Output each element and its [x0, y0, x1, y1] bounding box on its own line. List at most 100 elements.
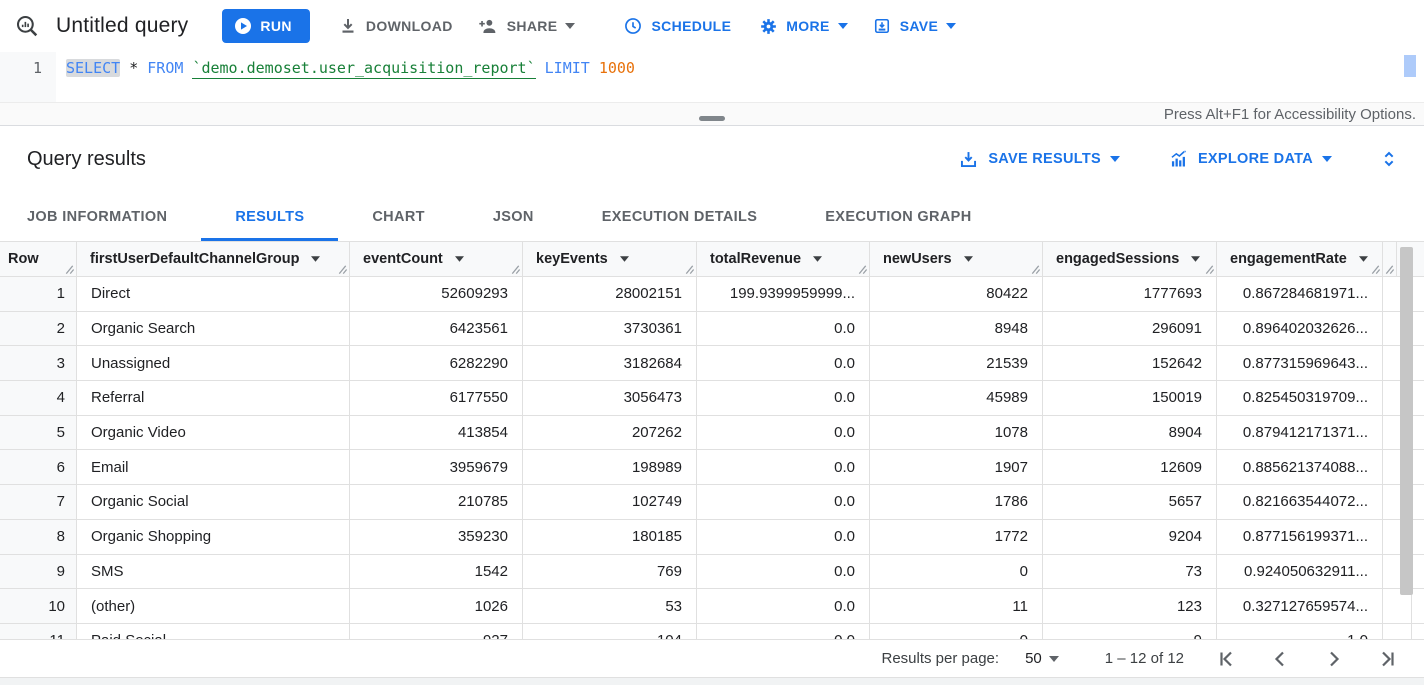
- panel-resize-handle[interactable]: [699, 116, 725, 121]
- sql-token: [536, 59, 545, 77]
- column-resize-grip[interactable]: [337, 264, 348, 275]
- column-resize-grip[interactable]: [1204, 264, 1215, 275]
- tab-job-information[interactable]: JOB INFORMATION: [27, 208, 168, 225]
- pagination-bar: Results per page: 50 1 – 12 of 12: [0, 639, 1424, 677]
- column-header-totalRevenue[interactable]: totalRevenue: [697, 242, 870, 276]
- column-header-keyEvents[interactable]: keyEvents: [523, 242, 697, 276]
- table-cell: 21539: [870, 346, 1043, 381]
- column-resize-grip[interactable]: [1370, 264, 1381, 275]
- save-button[interactable]: SAVE: [872, 16, 957, 36]
- query-toolbar: Untitled query RUN DOWNLOAD SHARE: [0, 0, 1424, 52]
- table-cell: Email: [77, 450, 350, 485]
- column-header-firstUserDefaultChannelGroup[interactable]: firstUserDefaultChannelGroup: [77, 242, 350, 276]
- column-resize-grip[interactable]: [64, 264, 75, 275]
- sql-editor[interactable]: 1 SELECT * FROM `demo.demoset.user_acqui…: [0, 52, 1424, 102]
- tab-execution-details[interactable]: EXECUTION DETAILS: [601, 208, 758, 225]
- column-header-Row[interactable]: Row: [0, 242, 77, 276]
- column-header-engagementRate[interactable]: engagementRate: [1217, 242, 1383, 276]
- table-cell: 8904: [1043, 415, 1217, 450]
- table-cell: 769: [523, 554, 697, 589]
- expand-panel-button[interactable]: [1378, 148, 1400, 170]
- column-menu-caret[interactable]: [311, 256, 321, 262]
- line-number-gutter: 1: [0, 52, 56, 102]
- sql-token: 1000: [598, 59, 635, 77]
- table-cell: 0.885621374088...: [1217, 450, 1383, 485]
- clock-icon: [625, 18, 642, 34]
- tab-chart[interactable]: CHART: [372, 208, 425, 225]
- table-cell: 0.0: [697, 554, 870, 589]
- page-size-dropdown[interactable]: 50: [1025, 650, 1059, 667]
- table-body: 1 Direct 52609293 28002151 199.9399959999...…: [0, 277, 1424, 639]
- query-title: Untitled query: [56, 14, 189, 37]
- table-row: 1 Direct 52609293 28002151 199.9399959999...…: [0, 277, 1424, 312]
- column-menu-caret[interactable]: [1191, 256, 1201, 262]
- editor-scrollbar-thumb[interactable]: [1404, 55, 1416, 77]
- last-page-icon: [1382, 651, 1394, 666]
- table-cell: 0.0: [697, 485, 870, 519]
- table-row: 7 Organic Social 210785 102749 0.0 1786 5657 0.…: [0, 485, 1424, 520]
- column-resize-grip[interactable]: [1384, 264, 1395, 275]
- column-header-newUsers[interactable]: newUsers: [870, 242, 1043, 276]
- sql-token: [120, 59, 129, 77]
- table-cell: 45989: [870, 381, 1043, 415]
- column-menu-caret[interactable]: [963, 256, 973, 262]
- table-cell: 52609293: [350, 277, 523, 311]
- table-header: Row firstUserDefaultChannelGroup eventCoun…: [0, 242, 1424, 277]
- table-cell: 198989: [523, 450, 697, 485]
- tab-results[interactable]: RESULTS: [201, 192, 339, 241]
- column-label: newUsers: [883, 251, 952, 267]
- unfold-icon: [1384, 151, 1394, 167]
- column-menu-caret[interactable]: [454, 256, 464, 262]
- run-button[interactable]: RUN: [222, 9, 310, 43]
- table-row: 2 Organic Search 6423561 3730361 0.0 8948 2960…: [0, 311, 1424, 347]
- table-cell: 28002151: [523, 277, 697, 311]
- table-cell: 5657: [1043, 485, 1217, 519]
- chevron-down-icon: [946, 23, 957, 29]
- table-cell: 0.0: [697, 589, 870, 623]
- table-cell: 0.877156199371...: [1217, 519, 1383, 554]
- column-header-engagedSessions[interactable]: engagedSessions: [1043, 242, 1217, 276]
- column-resize-grip[interactable]: [1030, 264, 1041, 275]
- chevron-left-icon: [1274, 651, 1284, 666]
- column-header-eventCount[interactable]: eventCount: [350, 242, 523, 276]
- tab-execution-graph[interactable]: EXECUTION GRAPH: [825, 208, 972, 225]
- column-menu-caret[interactable]: [619, 256, 629, 262]
- tab-json[interactable]: JSON: [492, 208, 534, 225]
- schedule-button[interactable]: SCHEDULE: [623, 16, 731, 36]
- download-button[interactable]: DOWNLOAD: [338, 16, 453, 36]
- first-page-icon: [1220, 651, 1232, 666]
- column-resize-grip[interactable]: [684, 264, 695, 275]
- results-table: Row firstUserDefaultChannelGroup eventCoun…: [0, 242, 1424, 639]
- column-label: engagementRate: [1230, 251, 1347, 267]
- explore-data-button[interactable]: EXPLORE DATA: [1168, 149, 1332, 170]
- row-number-cell: 9: [0, 554, 77, 589]
- sql-code-line[interactable]: SELECT * FROM `demo.demoset.user_acquisi…: [56, 52, 1424, 102]
- row-number-cell: 1: [0, 277, 77, 311]
- table-cell: Paid Social: [77, 623, 350, 639]
- next-page-button[interactable]: [1322, 647, 1346, 671]
- more-button[interactable]: MORE: [759, 17, 848, 36]
- table-cell: 6177550: [350, 381, 523, 415]
- table-row: 8 Organic Shopping 359230 180185 0.0 1772 9204…: [0, 519, 1424, 555]
- previous-page-button[interactable]: [1268, 647, 1292, 671]
- column-resize-grip[interactable]: [510, 264, 521, 275]
- table-cell: Organic Shopping: [77, 519, 350, 554]
- play-icon: [235, 18, 252, 34]
- query-icon: [16, 15, 38, 37]
- first-page-button[interactable]: [1214, 647, 1238, 671]
- share-button[interactable]: SHARE: [477, 15, 576, 37]
- column-menu-caret[interactable]: [1358, 256, 1368, 262]
- table-cell: 0.867284681971...: [1217, 277, 1383, 311]
- table-cell: 12609: [1043, 450, 1217, 485]
- last-page-button[interactable]: [1376, 647, 1400, 671]
- sql-token: `demo.demoset.user_acquisition_report`: [192, 59, 536, 79]
- table-cell: 296091: [1043, 311, 1217, 346]
- table-scrollbar-thumb[interactable]: [1400, 247, 1413, 595]
- save-icon: [874, 18, 889, 34]
- column-resize-grip[interactable]: [857, 264, 868, 275]
- save-results-button[interactable]: SAVE RESULTS: [958, 149, 1120, 170]
- column-label: eventCount: [363, 251, 443, 267]
- column-menu-caret[interactable]: [813, 256, 823, 262]
- table-cell: 0.0: [697, 381, 870, 415]
- sql-token: [138, 59, 147, 77]
